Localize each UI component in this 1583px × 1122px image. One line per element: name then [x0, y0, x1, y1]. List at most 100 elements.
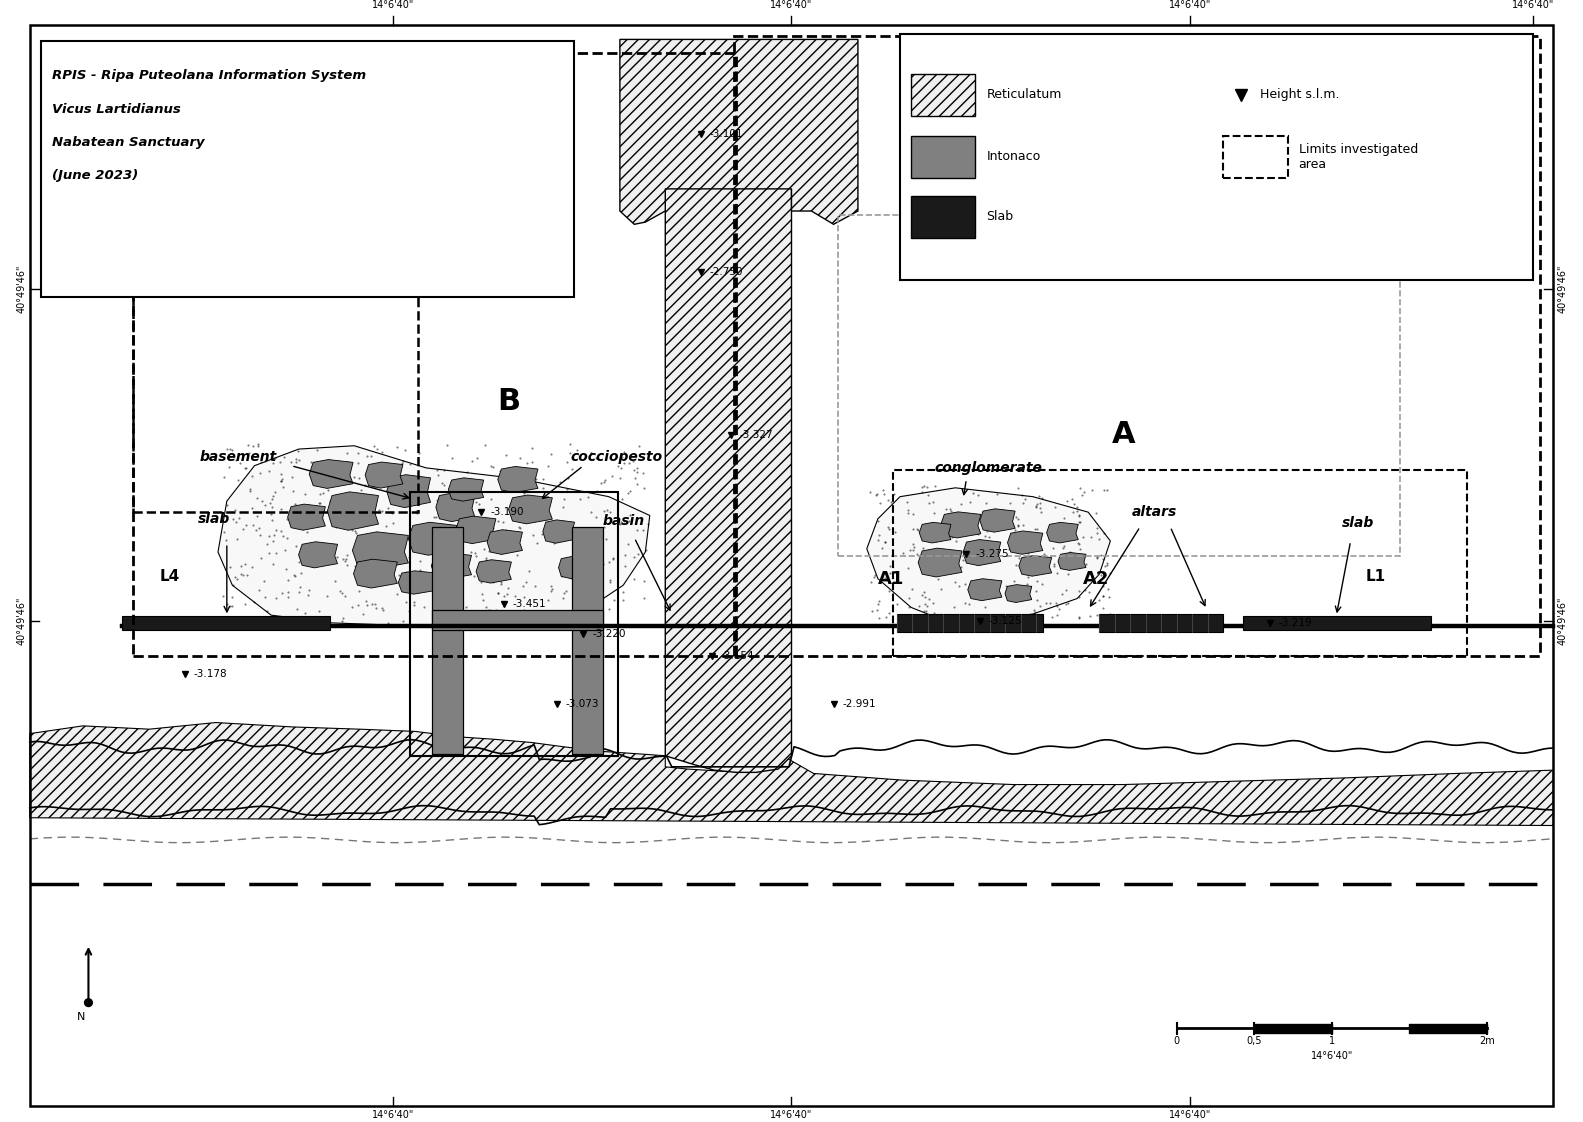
Polygon shape — [920, 523, 951, 543]
Bar — [122, 616, 329, 629]
Polygon shape — [299, 542, 337, 568]
Polygon shape — [408, 522, 457, 555]
Text: Intonaco: Intonaco — [986, 150, 1040, 164]
Text: slab: slab — [1342, 516, 1374, 531]
Polygon shape — [665, 45, 792, 772]
Bar — [133, 53, 418, 512]
Polygon shape — [353, 532, 408, 569]
Text: 14°6'40": 14°6'40" — [1168, 0, 1211, 9]
Bar — [133, 53, 736, 656]
Text: cocciopesto: cocciopesto — [570, 450, 663, 463]
Polygon shape — [621, 39, 858, 224]
Circle shape — [84, 999, 92, 1006]
Text: altars: altars — [1132, 505, 1178, 519]
Text: -3.327: -3.327 — [739, 430, 773, 440]
Bar — [1243, 616, 1431, 629]
Polygon shape — [435, 493, 475, 522]
Text: Height s.l.m.: Height s.l.m. — [1260, 89, 1339, 101]
Bar — [735, 36, 1540, 656]
Bar — [432, 526, 462, 754]
Text: 40°49'46": 40°49'46" — [1558, 265, 1567, 313]
Polygon shape — [1057, 552, 1086, 570]
Text: -3.125: -3.125 — [988, 616, 1023, 626]
Text: -2.991: -2.991 — [842, 699, 875, 709]
Text: -3.101: -3.101 — [709, 129, 742, 138]
Polygon shape — [559, 557, 587, 579]
Bar — [432, 609, 603, 629]
Text: 40°49'46": 40°49'46" — [16, 265, 27, 313]
Text: A: A — [1111, 420, 1135, 449]
Polygon shape — [508, 495, 552, 524]
Polygon shape — [30, 723, 1553, 826]
Polygon shape — [867, 488, 1110, 620]
Text: 14°6'40": 14°6'40" — [1512, 0, 1555, 9]
Text: 14°6'40": 14°6'40" — [771, 1110, 812, 1120]
Polygon shape — [962, 540, 1000, 565]
Text: -3.220: -3.220 — [592, 629, 625, 638]
Text: N: N — [76, 1012, 85, 1021]
Bar — [912, 74, 975, 116]
Text: Nabatean Sanctuary: Nabatean Sanctuary — [52, 136, 204, 149]
Text: A1: A1 — [879, 570, 904, 588]
Text: -3.073: -3.073 — [565, 699, 598, 709]
Polygon shape — [543, 519, 575, 543]
Text: -3.178: -3.178 — [193, 669, 228, 679]
Bar — [893, 470, 1467, 656]
Polygon shape — [328, 491, 378, 531]
Polygon shape — [918, 549, 962, 577]
Bar — [573, 526, 603, 754]
Bar — [912, 136, 975, 177]
Text: -3.219: -3.219 — [1279, 618, 1312, 628]
Polygon shape — [1046, 523, 1078, 543]
Polygon shape — [448, 478, 484, 502]
Polygon shape — [940, 512, 981, 537]
Polygon shape — [980, 508, 1015, 532]
Bar — [837, 215, 1401, 557]
Text: 14°6'40": 14°6'40" — [771, 0, 812, 9]
Text: -3.451: -3.451 — [513, 599, 546, 609]
Text: (June 2023): (June 2023) — [52, 169, 138, 182]
Bar — [1099, 614, 1224, 632]
Text: -3.275: -3.275 — [975, 550, 1008, 559]
Polygon shape — [1007, 531, 1043, 554]
Polygon shape — [497, 467, 538, 493]
Polygon shape — [309, 460, 353, 488]
Text: -2.750: -2.750 — [709, 267, 742, 277]
Text: RPIS - Ripa Puteolana Information System: RPIS - Ripa Puteolana Information System — [52, 70, 366, 82]
Polygon shape — [366, 462, 404, 488]
Bar — [1224, 136, 1287, 177]
Polygon shape — [218, 445, 649, 625]
Polygon shape — [488, 530, 522, 554]
Text: -3.154: -3.154 — [720, 651, 754, 661]
Polygon shape — [1019, 555, 1051, 577]
Text: L4: L4 — [160, 569, 179, 583]
Text: L1: L1 — [1366, 569, 1387, 583]
Text: 2m: 2m — [1479, 1036, 1494, 1046]
Polygon shape — [399, 571, 435, 595]
Text: slab: slab — [198, 512, 230, 526]
Polygon shape — [476, 560, 511, 583]
Polygon shape — [456, 516, 495, 544]
Text: -3.190: -3.190 — [491, 507, 524, 517]
Bar — [912, 195, 975, 238]
Bar — [410, 493, 617, 756]
Text: 40°49'46": 40°49'46" — [1558, 597, 1567, 645]
Polygon shape — [353, 559, 397, 588]
Polygon shape — [386, 475, 431, 507]
Polygon shape — [288, 504, 326, 531]
Bar — [901, 34, 1534, 279]
Text: B: B — [497, 387, 521, 416]
Polygon shape — [967, 579, 1002, 600]
Text: basement: basement — [199, 450, 277, 463]
Text: 14°6'40": 14°6'40" — [1168, 1110, 1211, 1120]
Text: Slab: Slab — [986, 210, 1013, 223]
Text: 1: 1 — [1328, 1036, 1334, 1046]
Text: 0: 0 — [1173, 1036, 1179, 1046]
Text: A2: A2 — [1083, 570, 1110, 588]
Text: basin: basin — [602, 514, 644, 528]
Bar — [896, 614, 1043, 632]
Text: Vicus Lartidianus: Vicus Lartidianus — [52, 102, 180, 116]
Polygon shape — [1005, 585, 1032, 603]
Bar — [41, 40, 575, 297]
Text: Reticulatum: Reticulatum — [986, 89, 1062, 101]
